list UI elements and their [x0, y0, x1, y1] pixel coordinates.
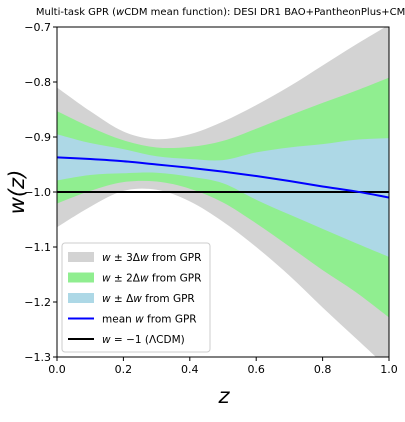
chart-title-part-1: Multi-task GPR (: [36, 7, 116, 18]
y-tick-label: −1.1: [24, 241, 51, 254]
legend-label: w = −1 (ΛCDM): [102, 334, 185, 346]
chart-title-part-3: CDM mean function): DESI DR1 BAO+Pantheo…: [124, 7, 405, 18]
x-tick-label: 0.4: [181, 363, 199, 376]
legend-label: w ± 2Δw from GPR: [102, 273, 201, 285]
x-tick-label: 0.6: [247, 363, 265, 376]
band-1-sigma: [57, 134, 389, 257]
band-2-sigma: [57, 77, 389, 318]
y-tick-label: −1.2: [24, 296, 51, 309]
x-tick-label: 0.0: [48, 363, 66, 376]
axes: 0.0 0.2 0.4 0.6 0.8 1.0 −0.7 −0.8 −0.9 −1.0 −1.1 −1…: [24, 21, 397, 376]
legend-box: [61, 242, 211, 353]
x-tick-label: 0.2: [115, 363, 133, 376]
legend-label: mean w from GPR: [102, 314, 197, 326]
legend-swatch: [68, 252, 94, 262]
chart-title: Multi-task GPR (wCDM mean function): DES…: [36, 7, 405, 18]
legend-swatch: [68, 272, 94, 283]
y-tick-label: −0.7: [24, 21, 51, 34]
legend-swatch: [68, 293, 94, 303]
x-tick-label: 1.0: [380, 363, 398, 376]
mean-line: [57, 156, 389, 199]
plot-area: [57, 27, 389, 357]
chart-title-part-2: w: [116, 7, 125, 18]
x-tick-label: 0.8: [314, 363, 332, 376]
y-tick-label: −0.9: [24, 131, 51, 144]
y-tick-label: −0.8: [24, 76, 51, 89]
y-tick-label: −1.0: [24, 186, 51, 199]
legend: w ± 3Δw from GPR w ± 2Δw from GPR w ± Δw f…: [61, 242, 211, 353]
x-axis-label: z: [217, 384, 230, 408]
legend-label: w ± Δw from GPR: [102, 293, 195, 305]
y-tick-label: −1.3: [24, 351, 51, 364]
y-axis-label: w(z): [5, 170, 29, 215]
legend-label: w ± 3Δw from GPR: [102, 252, 201, 264]
